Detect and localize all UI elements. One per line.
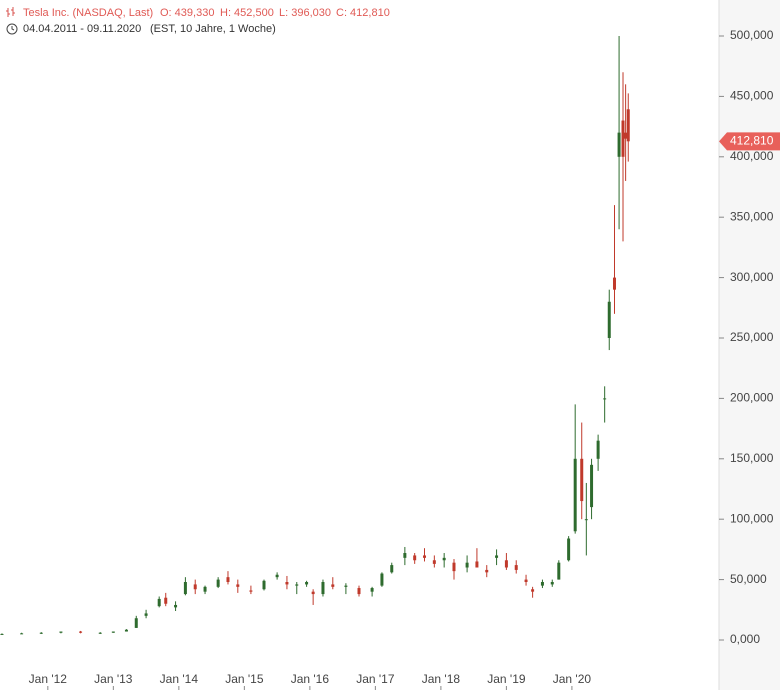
- candle-body: [612, 277, 616, 290]
- x-tick-label: Jan '16: [291, 672, 330, 686]
- x-tick-label: Jan '14: [160, 672, 199, 686]
- candle-body: [203, 586, 207, 592]
- candle-body: [311, 591, 315, 595]
- candle-body: [183, 582, 187, 595]
- candle-body: [134, 618, 138, 628]
- instrument-name: Tesla Inc. (NASDAQ, Last): [23, 7, 153, 19]
- y-tick-label: 300,000: [730, 270, 774, 284]
- candle-body: [380, 573, 384, 586]
- candle-body: [321, 582, 325, 595]
- candle-body: [607, 301, 611, 338]
- candle-body: [357, 588, 361, 595]
- candle-body: [98, 632, 102, 634]
- y-tick-label: 200,000: [730, 391, 774, 405]
- candle-body: [624, 132, 628, 139]
- candle-body: [193, 584, 197, 590]
- candle-body: [495, 555, 499, 558]
- candle-body: [390, 565, 394, 573]
- candle-body: [531, 589, 535, 592]
- last-price-tag: [719, 132, 780, 151]
- ohlc-icon: [6, 7, 15, 17]
- candle-body: [285, 582, 289, 585]
- candle-body: [236, 584, 240, 587]
- candle-body: [295, 584, 299, 586]
- low-value: L: 396,030: [279, 7, 331, 19]
- candle-body: [111, 631, 115, 633]
- y-tick-label: 500,000: [730, 28, 774, 42]
- candle-body: [144, 613, 148, 616]
- y-tick-label: 350,000: [730, 209, 774, 223]
- candle-body: [262, 580, 266, 590]
- y-tick-label: 150,000: [730, 451, 774, 465]
- candle-body: [626, 109, 630, 142]
- candle-body: [305, 582, 309, 585]
- high-value: H: 452,500: [220, 7, 274, 19]
- candle-body: [475, 561, 479, 568]
- candle-body: [603, 398, 607, 400]
- candle-body: [124, 629, 128, 632]
- candle-body: [226, 577, 230, 583]
- candle-body: [216, 579, 220, 587]
- date-range: 04.04.2011 - 09.11.2020: [23, 23, 141, 35]
- y-tick-label: 50,000: [730, 572, 767, 586]
- x-tick-label: Jan '15: [225, 672, 264, 686]
- candle-body: [584, 519, 588, 521]
- x-tick-label: Jan '12: [29, 672, 68, 686]
- candle-body: [331, 584, 335, 587]
- y-tick-label: 250,000: [730, 330, 774, 344]
- candle-body: [557, 562, 561, 580]
- x-tick-label: Jan '19: [487, 672, 526, 686]
- candle-body: [580, 458, 584, 502]
- candle-body: [617, 132, 621, 157]
- y-axis-panel: [719, 0, 780, 690]
- y-tick-label: 400,000: [730, 149, 774, 163]
- candle-body: [164, 597, 168, 604]
- open-value: O: 439,330: [160, 7, 214, 19]
- candle-body: [79, 631, 83, 633]
- candle-body: [174, 604, 178, 608]
- y-tick-label: 100,000: [730, 511, 774, 525]
- candle-body: [452, 562, 456, 572]
- candle-body: [20, 633, 24, 635]
- candle-body: [0, 633, 4, 635]
- candle-body: [504, 560, 508, 568]
- candle-body: [485, 569, 489, 573]
- candle-body: [275, 574, 279, 578]
- candle-body: [413, 555, 417, 561]
- last-price-label: 412,810: [730, 133, 774, 147]
- y-tick-label: 450,000: [730, 89, 774, 103]
- candle-body: [344, 585, 348, 587]
- y-tick-label: 0,000: [730, 632, 760, 646]
- candle-body: [403, 553, 407, 558]
- candle-body: [59, 631, 63, 633]
- candle-body: [621, 120, 625, 157]
- clock-icon: [6, 23, 18, 35]
- candle-body: [514, 565, 518, 570]
- candle-body: [157, 598, 161, 607]
- candle-body: [573, 458, 577, 532]
- x-tick-label: Jan '18: [422, 672, 461, 686]
- candle-body: [590, 464, 594, 508]
- chart-info: (EST, 10 Jahre, 1 Woche): [150, 23, 276, 35]
- candle-body: [423, 555, 427, 558]
- x-tick-label: Jan '17: [356, 672, 395, 686]
- candle-body: [465, 562, 469, 568]
- candle-body: [567, 538, 571, 561]
- candle-body: [596, 440, 600, 459]
- x-tick-label: Jan '13: [94, 672, 133, 686]
- candle-body: [39, 632, 43, 634]
- candle-body: [249, 590, 253, 592]
- candle-body: [540, 582, 544, 586]
- candle-body: [524, 579, 528, 583]
- candle-body: [370, 588, 374, 592]
- candle-body: [442, 557, 446, 561]
- close-value: C: 412,810: [336, 7, 390, 19]
- candle-body: [550, 582, 554, 585]
- x-tick-label: Jan '20: [553, 672, 592, 686]
- candle-body: [432, 560, 436, 564]
